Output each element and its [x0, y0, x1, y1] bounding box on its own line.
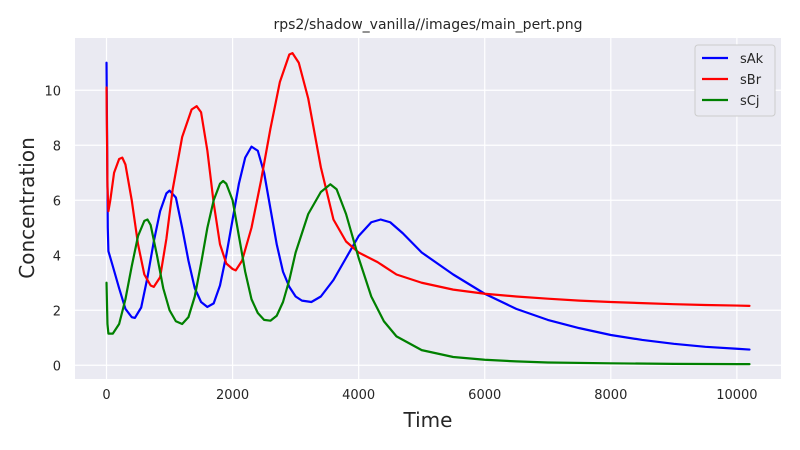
legend-box — [694, 44, 776, 117]
legend-label: sCj — [740, 94, 759, 109]
series-line-sBr — [105, 52, 751, 307]
x-tick-label: 6000 — [468, 388, 501, 403]
series-line-sCj — [105, 179, 751, 366]
grid-lines — [75, 38, 781, 379]
x-tick-label: 8000 — [594, 388, 627, 403]
y-tick-label: 8 — [53, 139, 61, 154]
x-axis-ticks: 0 2000 4000 6000 8000 10000 — [102, 388, 757, 403]
x-tick-label: 2000 — [216, 388, 249, 403]
plot-area — [75, 38, 781, 379]
y-tick-label: 6 — [53, 194, 61, 209]
series-line-sAk — [105, 61, 751, 351]
chart-title: rps2/shadow_vanilla//images/main_pert.pn… — [273, 17, 582, 33]
legend-label: sAk — [740, 52, 764, 67]
series-lines — [105, 52, 751, 366]
y-tick-label: 2 — [53, 304, 61, 319]
legend: sAk sBr sCj — [694, 44, 776, 117]
x-axis-title: Time — [403, 408, 453, 432]
x-tick-label: 4000 — [342, 388, 375, 403]
x-tick-label: 0 — [102, 388, 110, 403]
y-tick-label: 0 — [53, 359, 61, 374]
y-tick-label: 10 — [44, 84, 61, 99]
y-axis-ticks: 0 2 4 6 8 10 — [44, 84, 61, 374]
y-axis-title: Concentration — [15, 137, 39, 278]
x-tick-label: 10000 — [716, 388, 757, 403]
y-tick-label: 4 — [53, 249, 61, 264]
legend-label: sBr — [740, 73, 762, 88]
